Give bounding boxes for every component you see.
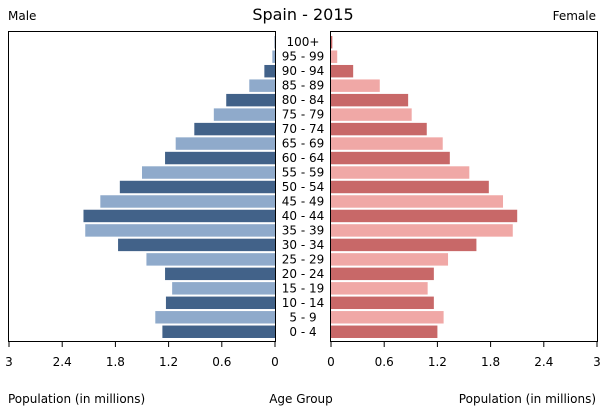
x-axis-label-right: Population (in millions)	[459, 392, 596, 406]
male-bar-95-99	[272, 50, 275, 63]
x-axis-label-left: Population (in millions)	[8, 392, 145, 406]
female-bar-10-14	[331, 296, 434, 310]
age-group-label: 100+	[287, 35, 320, 49]
male-bar-40-44	[83, 209, 275, 223]
x-tick-label: 2.4	[53, 355, 72, 369]
age-group-label: 40 - 44	[282, 209, 325, 223]
x-tick-label: 0.6	[212, 355, 231, 369]
female-bar-20-24	[331, 267, 434, 281]
x-tick-label: 3	[5, 355, 13, 369]
age-group-label: 35 - 39	[282, 223, 325, 237]
female-bar-5-9	[331, 311, 444, 324]
age-group-label: 65 - 69	[282, 137, 325, 151]
age-group-label: 25 - 29	[282, 252, 325, 266]
chart-title: Spain - 2015	[252, 5, 353, 24]
female-bar-90-94	[331, 64, 354, 78]
male-bar-60-64	[165, 151, 275, 165]
male-bar-10-14	[165, 296, 275, 310]
male-bar-80-84	[226, 93, 275, 107]
age-group-label: 10 - 14	[282, 296, 325, 310]
male-bar-75-79	[213, 108, 275, 121]
age-group-label: 30 - 34	[282, 238, 325, 252]
male-bar-30-34	[118, 238, 275, 252]
male-bar-65-69	[175, 137, 275, 150]
age-group-label: 55 - 59	[282, 166, 325, 180]
x-tick-label: 3	[593, 355, 601, 369]
male-bar-70-74	[194, 122, 275, 136]
male-bar-50-54	[119, 180, 275, 194]
age-group-label: 75 - 79	[282, 108, 325, 122]
age-group-label: 85 - 89	[282, 79, 325, 93]
female-bar-75-79	[331, 108, 412, 121]
x-tick-label: 2.4	[534, 355, 553, 369]
female-bar-25-29	[331, 253, 449, 266]
male-bar-15-19	[172, 282, 275, 295]
male-plot-frame	[8, 31, 276, 342]
age-group-label: 20 - 24	[282, 267, 325, 281]
male-label: Male	[8, 9, 36, 23]
male-bar-35-39	[85, 224, 275, 237]
age-group-label: 0 - 4	[289, 325, 316, 339]
female-bar-15-19	[331, 282, 428, 295]
male-bar-90-94	[264, 64, 275, 78]
age-group-label: 60 - 64	[282, 151, 325, 165]
male-bar-20-24	[165, 267, 275, 281]
female-bar-85-89	[331, 79, 380, 92]
age-group-label: 70 - 74	[282, 122, 325, 136]
female-bar-35-39	[331, 224, 513, 237]
male-bar-0-4	[162, 325, 275, 338]
axis-ticks-group: 3 2.4 1.8 1.2 0.6 0 0 0.6 1.2 1.8 2.4 3	[5, 342, 601, 369]
male-bar-85-89	[249, 79, 275, 92]
female-bar-55-59	[331, 166, 470, 179]
male-bar-25-29	[146, 253, 275, 266]
female-label: Female	[553, 9, 596, 23]
female-bar-65-69	[331, 137, 443, 150]
female-bar-30-34	[331, 238, 477, 252]
x-tick-label: 0	[327, 355, 335, 369]
male-bar-55-59	[142, 166, 275, 179]
female-bar-45-49	[331, 195, 504, 208]
male-bar-45-49	[100, 195, 275, 208]
female-plot-frame	[330, 31, 598, 342]
female-bar-0-4	[331, 325, 438, 338]
female-bar-70-74	[331, 122, 427, 136]
female-bar-60-64	[331, 151, 450, 165]
female-bar-50-54	[331, 180, 489, 194]
x-tick-label: 1.2	[428, 355, 447, 369]
age-group-label: 90 - 94	[282, 64, 325, 78]
x-tick-label: 0	[271, 355, 279, 369]
x-tick-label: 1.2	[159, 355, 178, 369]
age-group-label: 5 - 9	[289, 310, 316, 324]
age-group-label: 80 - 84	[282, 93, 325, 107]
x-tick-label: 0.6	[375, 355, 394, 369]
male-bar-5-9	[155, 311, 275, 324]
age-group-label: 15 - 19	[282, 281, 325, 295]
female-bar-80-84	[331, 93, 409, 107]
age-group-label: 45 - 49	[282, 194, 325, 208]
age-group-label: 95 - 99	[282, 50, 325, 64]
bars-group	[83, 36, 518, 338]
female-bar-100+	[331, 36, 333, 49]
x-tick-label: 1.8	[481, 355, 500, 369]
x-tick-label: 1.8	[106, 355, 125, 369]
x-axis-label-center: Age Group	[269, 392, 333, 406]
female-bar-40-44	[331, 209, 518, 223]
age-group-label: 50 - 54	[282, 180, 325, 194]
female-bar-95-99	[331, 50, 338, 63]
